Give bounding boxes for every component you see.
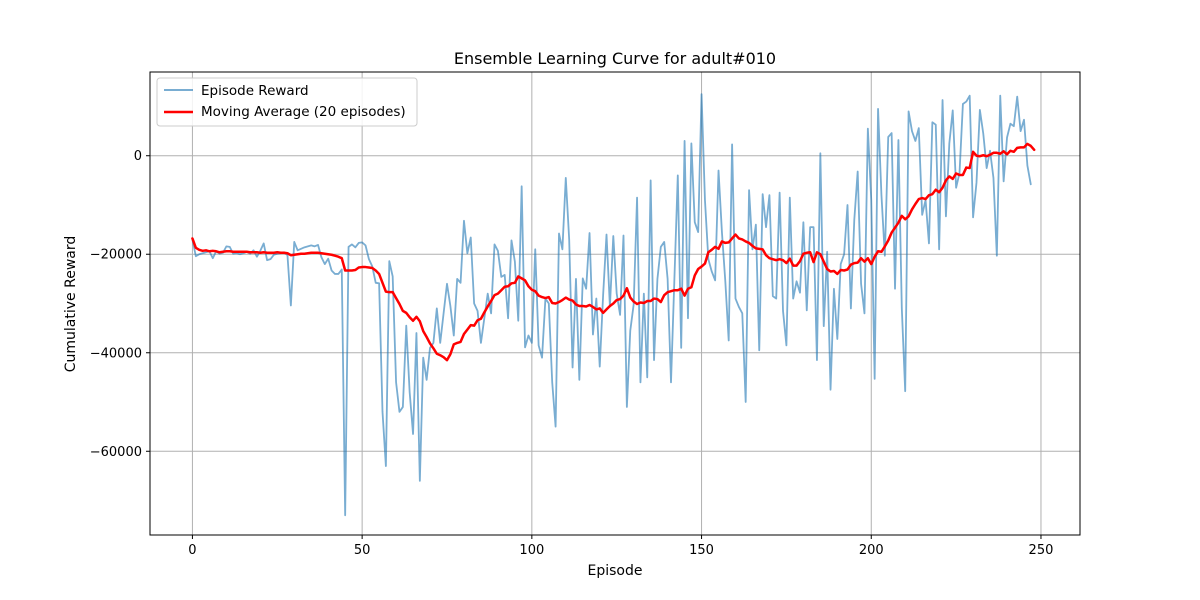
y-tick-label: −60000 [90,445,142,460]
legend-box [156,77,418,127]
chart-title: Ensemble Learning Curve for adult#010 [454,49,776,68]
moving-average-line [191,142,1036,362]
plot-frame [149,71,1081,536]
episode-reward-line [191,93,1032,517]
y-tick-label: −20000 [90,248,142,263]
y-tick-label: −40000 [90,346,142,361]
legend: Episode Reward Moving Average (20 episod… [156,77,418,127]
x-tick-label: 150 [689,543,714,558]
x-axis-label: Episode [588,563,643,579]
x-tick-label: 100 [519,543,544,558]
y-tick-label: 0 [134,149,142,164]
y-axis-label: Cumulative Reward [63,236,79,373]
x-tick-label: 250 [1029,543,1054,558]
ticks: 0 50 100 150 200 250 −60000 −40000 −20000 0 [90,149,1054,558]
x-tick-label: 50 [354,543,371,558]
x-tick-label: 0 [188,543,196,558]
legend-label-moving-average: Moving Average (20 episodes) [201,104,406,120]
series-layer [191,93,1036,517]
x-tick-label: 200 [859,543,884,558]
legend-label-episode-reward: Episode Reward [201,83,309,99]
